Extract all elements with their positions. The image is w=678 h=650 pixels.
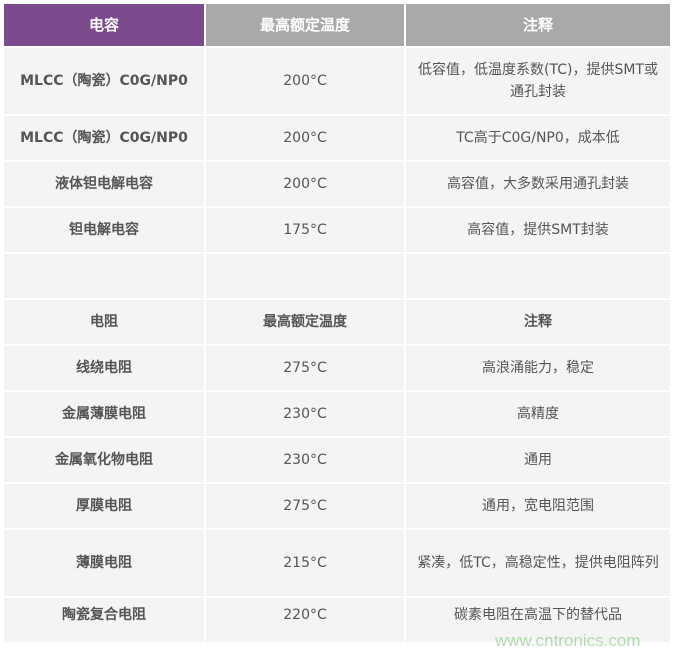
temperature-cell: 175°C [206, 208, 404, 252]
component-cell: MLCC（陶瓷）C0G/NP0 [4, 116, 204, 160]
temperature-cell: 215°C [206, 530, 404, 596]
component-cell: 薄膜电阻 [4, 530, 204, 596]
note-cell: 高容值，提供SMT封装 [406, 208, 670, 252]
empty-row [4, 254, 670, 298]
table-row: 液体钽电解电容 200°C 高容值，大多数采用通孔封装 [4, 162, 670, 206]
note-cell: 通用，宽电阻范围 [406, 484, 670, 528]
note-cell: 通用 [406, 438, 670, 482]
table-row: 薄膜电阻 215°C 紧凑，低TC，高稳定性，提供电阻阵列 [4, 530, 670, 596]
resistor-header-row: 电阻 最高额定温度 注释 [4, 300, 670, 344]
temperature-cell: 230°C [206, 392, 404, 436]
component-cell: 液体钽电解电容 [4, 162, 204, 206]
temperature-cell: 最高额定温度 [206, 300, 404, 344]
component-cell: 电容 [4, 4, 204, 46]
note-cell: 注释 [406, 4, 670, 46]
note-cell: 紧凑，低TC，高稳定性，提供电阻阵列 [406, 530, 670, 596]
table-row: 厚膜电阻 275°C 通用，宽电阻范围 [4, 484, 670, 528]
temperature-cell: 最高额定温度 [206, 4, 404, 46]
watermark: www.cntronics.com [495, 631, 641, 650]
temperature-cell: 275°C [206, 484, 404, 528]
component-cell: 陶瓷复合电阻 [4, 598, 204, 642]
note-cell: 注释 [406, 300, 670, 344]
temperature-cell: 200°C [206, 116, 404, 160]
temperature-table: 电容 最高额定温度 注释 MLCC（陶瓷）C0G/NP0 200°C 低容值，低温度系数(… [2, 2, 672, 644]
table-row: 金属氧化物电阻 230°C 通用 [4, 438, 670, 482]
component-cell: 线绕电阻 [4, 346, 204, 390]
table-row: 线绕电阻 275°C 高浪涌能力，稳定 [4, 346, 670, 390]
temperature-cell: 275°C [206, 346, 404, 390]
table-row: 钽电解电容 175°C 高容值，提供SMT封装 [4, 208, 670, 252]
note-cell: 碳素电阻在高温下的替代品 [406, 598, 670, 642]
component-cell: MLCC（陶瓷）C0G/NP0 [4, 48, 204, 114]
table-row: MLCC（陶瓷）C0G/NP0 200°C 低容值，低温度系数(TC)，提供SMT或… [4, 48, 670, 114]
component-cell: 金属氧化物电阻 [4, 438, 204, 482]
component-cell: 金属薄膜电阻 [4, 392, 204, 436]
component-cell: 钽电解电容 [4, 208, 204, 252]
table-row: 陶瓷复合电阻 220°C 碳素电阻在高温下的替代品 [4, 598, 670, 642]
table-row: 金属薄膜电阻 230°C 高精度 [4, 392, 670, 436]
temperature-cell: 220°C [206, 598, 404, 642]
header-row: 电容 最高额定温度 注释 [4, 4, 670, 46]
note-cell: 低容值，低温度系数(TC)，提供SMT或通孔封装 [406, 48, 670, 114]
temperature-cell: 200°C [206, 48, 404, 114]
note-cell: 高精度 [406, 392, 670, 436]
note-cell: 高浪涌能力，稳定 [406, 346, 670, 390]
component-cell: 电阻 [4, 300, 204, 344]
note-cell [406, 254, 670, 298]
component-cell [4, 254, 204, 298]
temperature-cell [206, 254, 404, 298]
temperature-cell: 200°C [206, 162, 404, 206]
table-row: MLCC（陶瓷）C0G/NP0 200°C TC高于C0G/NP0，成本低 [4, 116, 670, 160]
component-cell: 厚膜电阻 [4, 484, 204, 528]
note-cell: TC高于C0G/NP0，成本低 [406, 116, 670, 160]
temperature-cell: 230°C [206, 438, 404, 482]
note-cell: 高容值，大多数采用通孔封装 [406, 162, 670, 206]
